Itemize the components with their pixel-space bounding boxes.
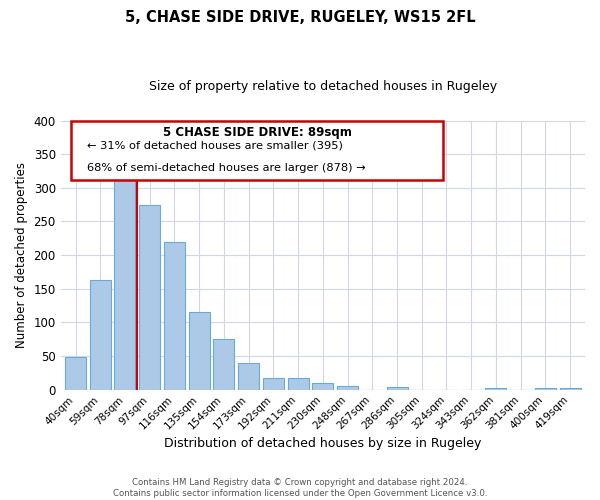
Bar (485, 388, 506, 390)
Bar (214, 340, 235, 390)
Text: 5 CHASE SIDE DRIVE: 89sqm: 5 CHASE SIDE DRIVE: 89sqm (163, 126, 352, 139)
Text: ← 31% of detached houses are smaller (395): ← 31% of detached houses are smaller (39… (87, 140, 343, 150)
Bar (535, 388, 556, 390)
Bar (287, 378, 308, 390)
Y-axis label: Number of detached properties: Number of detached properties (15, 162, 28, 348)
Bar (139, 204, 160, 390)
Bar (560, 388, 581, 390)
Bar (90, 280, 111, 390)
Bar (238, 364, 259, 390)
Text: Contains HM Land Registry data © Crown copyright and database right 2024.
Contai: Contains HM Land Registry data © Crown c… (113, 478, 487, 498)
X-axis label: Distribution of detached houses by size in Rugeley: Distribution of detached houses by size … (164, 437, 482, 450)
Bar (337, 386, 358, 390)
Text: 68% of semi-detached houses are larger (878) →: 68% of semi-detached houses are larger (… (87, 163, 365, 173)
Bar (188, 312, 209, 390)
Bar (386, 387, 407, 390)
Bar (313, 383, 334, 390)
FancyBboxPatch shape (71, 120, 443, 180)
Text: 5, CHASE SIDE DRIVE, RUGELEY, WS15 2FL: 5, CHASE SIDE DRIVE, RUGELEY, WS15 2FL (125, 10, 475, 25)
Bar (263, 378, 284, 390)
Bar (65, 357, 86, 390)
Bar (164, 242, 185, 390)
Title: Size of property relative to detached houses in Rugeley: Size of property relative to detached ho… (149, 80, 497, 93)
Bar (115, 174, 136, 390)
